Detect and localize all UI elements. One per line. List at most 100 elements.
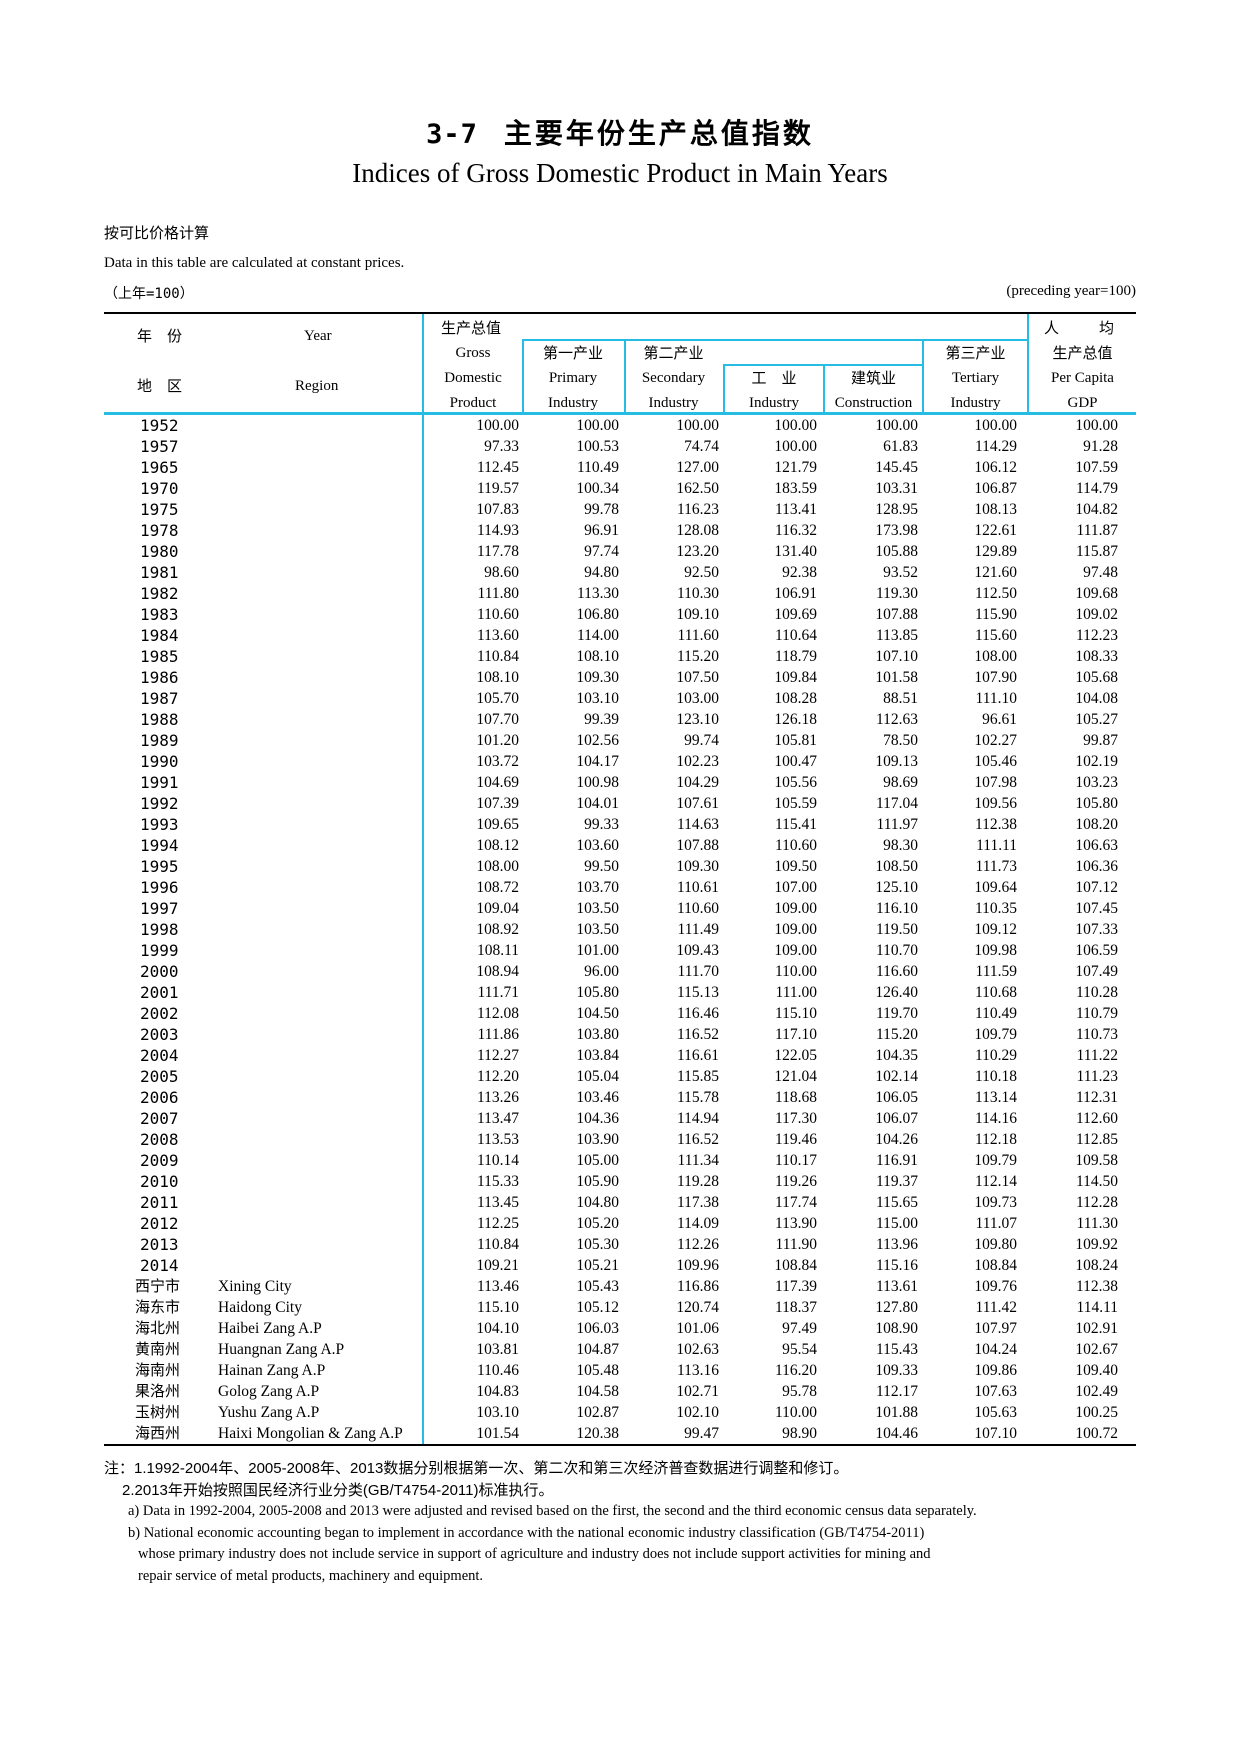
table-row: 2001 111.71 105.80 115.13 111.00 126.40 110.68… [104, 982, 1136, 1003]
value-cell: 109.21 [476, 1257, 519, 1274]
value-cell: 107.61 [676, 795, 719, 812]
value-cell: 122.05 [774, 1047, 817, 1064]
value-cell: 131.40 [774, 543, 817, 560]
value-cell: 100.00 [875, 417, 918, 434]
value-cell: 103.90 [576, 1131, 619, 1148]
region-label-zh: 海北州 [135, 1320, 181, 1337]
value-cell: 99.47 [684, 1425, 719, 1442]
value-cell: 117.10 [774, 1026, 817, 1043]
value-cell: 109.65 [476, 816, 519, 833]
value-cell: 111.30 [1076, 1215, 1118, 1232]
value-cell: 110.29 [974, 1047, 1017, 1064]
value-cell: 110.64 [774, 627, 817, 644]
header-industry-zh: 工 业 [751, 370, 797, 387]
value-cell: 105.20 [576, 1215, 619, 1232]
footnote-zh-2: 2.2013年开始按照国民经济行业分类(GB/T4754-2011)标准执行。 [122, 1481, 554, 1499]
table-row: 1981 98.60 94.80 92.50 92.38 93.52 121.60 97.48 [104, 562, 1136, 583]
footnote-en-b: b) National economic accounting began to… [128, 1524, 925, 1541]
value-cell: 113.53 [476, 1131, 519, 1148]
header-gdp-en1: Gross [455, 345, 491, 361]
value-cell: 113.61 [875, 1278, 918, 1295]
year-label: 1989 [140, 731, 179, 750]
divider-secondary-right [922, 339, 924, 415]
year-label: 1993 [140, 815, 179, 834]
value-cell: 113.45 [476, 1194, 519, 1211]
value-cell: 109.79 [974, 1152, 1017, 1169]
value-cell: 104.80 [576, 1194, 619, 1211]
row-label-cell: 1988 [104, 709, 422, 730]
value-cell: 183.59 [774, 480, 817, 497]
value-cell: 97.48 [1083, 564, 1118, 581]
value-cell: 109.56 [974, 795, 1017, 812]
value-cell: 112.25 [476, 1215, 519, 1232]
value-cell: 115.10 [476, 1299, 519, 1316]
value-cell: 110.30 [676, 585, 719, 602]
value-cell: 100.00 [974, 417, 1017, 434]
value-cell: 106.59 [1075, 942, 1118, 959]
row-label-cell: 2011 [104, 1192, 422, 1213]
year-label: 2005 [140, 1067, 179, 1086]
value-cell: 111.07 [975, 1215, 1017, 1232]
row-label-cell: 海西州 Haixi Mongolian & Zang A.P [104, 1423, 422, 1444]
value-cell: 121.60 [974, 564, 1017, 581]
value-cell: 111.71 [477, 984, 519, 1001]
value-cell: 109.64 [974, 879, 1017, 896]
value-cell: 111.23 [1076, 1068, 1118, 1085]
value-cell: 104.01 [576, 795, 619, 812]
value-cell: 110.79 [1075, 1005, 1118, 1022]
year-label: 1981 [140, 563, 179, 582]
value-cell: 104.08 [1075, 690, 1118, 707]
value-cell: 116.20 [774, 1362, 817, 1379]
value-cell: 110.61 [676, 879, 719, 896]
value-cell: 109.30 [676, 858, 719, 875]
value-cell: 105.00 [576, 1152, 619, 1169]
value-cell: 92.38 [782, 564, 817, 581]
header-percapita-en2: GDP [1067, 395, 1098, 411]
value-cell: 109.98 [974, 942, 1017, 959]
table-row: 1999 108.11 101.00 109.43 109.00 110.70 109.98… [104, 940, 1136, 961]
value-cell: 119.37 [875, 1173, 918, 1190]
region-label-en: Hainan Zang A.P [218, 1362, 326, 1379]
row-label-cell: 1986 [104, 667, 422, 688]
value-cell: 127.80 [875, 1299, 918, 1316]
value-cell: 105.63 [974, 1404, 1017, 1421]
row-label-cell: 2012 [104, 1213, 422, 1234]
value-cell: 102.87 [576, 1404, 619, 1421]
header-gdp-en2: Domestic [444, 370, 502, 386]
value-cell: 120.38 [576, 1425, 619, 1442]
table-row: 1970 119.57 100.34 162.50 183.59 103.31 106.87… [104, 478, 1136, 499]
row-label-cell: 1980 [104, 541, 422, 562]
value-cell: 107.70 [476, 711, 519, 728]
value-cell: 104.35 [875, 1047, 918, 1064]
value-cell: 113.90 [774, 1215, 817, 1232]
value-cell: 110.60 [676, 900, 719, 917]
value-cell: 102.23 [676, 753, 719, 770]
value-cell: 110.84 [476, 648, 519, 665]
value-cell: 103.46 [576, 1089, 619, 1106]
value-cell: 107.59 [1075, 459, 1118, 476]
table-row: 海南州 Hainan Zang A.P 110.46 105.48 113.16 116.… [104, 1360, 1136, 1381]
value-cell: 115.16 [875, 1257, 918, 1274]
value-cell: 107.90 [974, 669, 1017, 686]
row-label-cell: 果洛州 Golog Zang A.P [104, 1381, 422, 1402]
value-cell: 117.04 [875, 795, 918, 812]
value-cell: 104.58 [576, 1383, 619, 1400]
value-cell: 108.90 [875, 1320, 918, 1337]
value-cell: 78.50 [883, 732, 918, 749]
region-label-en: Haixi Mongolian & Zang A.P [218, 1425, 403, 1442]
value-cell: 125.10 [875, 879, 918, 896]
value-cell: 123.10 [676, 711, 719, 728]
value-cell: 105.80 [576, 984, 619, 1001]
value-cell: 116.52 [676, 1131, 719, 1148]
value-cell: 112.38 [974, 816, 1017, 833]
value-cell: 103.84 [576, 1047, 619, 1064]
value-cell: 113.30 [576, 585, 619, 602]
value-cell: 108.12 [476, 837, 519, 854]
value-cell: 105.27 [1075, 711, 1118, 728]
value-cell: 110.60 [476, 606, 519, 623]
value-cell: 103.23 [1075, 774, 1118, 791]
value-cell: 104.29 [676, 774, 719, 791]
divider-primary-right [624, 339, 626, 415]
value-cell: 109.00 [774, 900, 817, 917]
value-cell: 112.28 [1075, 1194, 1118, 1211]
